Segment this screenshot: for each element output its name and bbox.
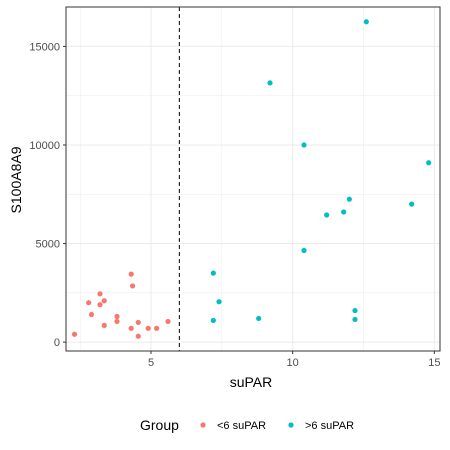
data-point-group-2 <box>352 307 358 314</box>
legend: Group <6 suPAR >6 suPAR <box>140 417 354 433</box>
data-point-group-2 <box>216 299 222 305</box>
data-point-group-1 <box>101 322 107 328</box>
y-tick-label: 5000 <box>36 239 60 251</box>
data-point-group-1 <box>114 313 120 320</box>
plot-panel-border <box>65 6 441 352</box>
y-axis-ticks: 0 5000 10000 15000 <box>29 41 66 349</box>
data-point-group-2 <box>409 201 415 207</box>
legend-title: Group <box>140 417 179 433</box>
legend-label-group-2: >6 suPAR <box>305 420 354 432</box>
data-point-group-1 <box>88 311 95 318</box>
data-point-group-1 <box>114 318 120 325</box>
x-tick-label: 10 <box>287 357 299 369</box>
y-tick-label: 10000 <box>29 140 60 152</box>
data-point-group-1 <box>165 318 171 325</box>
data-point-group-2 <box>210 270 216 276</box>
data-point-group-1 <box>129 283 136 289</box>
x-tick-label: 15 <box>428 357 440 369</box>
x-axis-ticks: 5 10 15 <box>148 351 440 369</box>
y-tick-label: 0 <box>54 337 60 349</box>
legend-label-group-1: <6 suPAR <box>217 420 266 432</box>
data-point-group-1 <box>71 331 78 337</box>
data-point-group-2 <box>363 19 369 25</box>
data-point-group-2 <box>301 142 307 148</box>
data-point-group-2 <box>301 247 307 254</box>
data-point-group-1 <box>135 333 141 339</box>
data-point-group-1 <box>128 325 134 331</box>
data-point-group-2 <box>210 317 216 324</box>
data-point-group-1 <box>97 302 103 308</box>
x-tick-label: 5 <box>148 357 154 369</box>
grid-lines <box>66 7 440 351</box>
data-point-group-2 <box>341 209 347 215</box>
data-points <box>71 19 432 339</box>
data-point-group-2 <box>352 316 358 323</box>
x-axis-title: suPAR <box>230 374 273 390</box>
legend-key-group-2 <box>288 422 294 428</box>
data-point-group-1 <box>135 319 141 326</box>
data-point-group-2 <box>256 315 262 322</box>
legend-key-group-1 <box>200 422 206 428</box>
y-axis-title: S100A8A9 <box>8 146 24 213</box>
data-point-group-2 <box>346 196 352 202</box>
data-point-group-1 <box>97 291 103 297</box>
data-point-group-1 <box>128 271 134 277</box>
data-point-group-1 <box>154 325 160 331</box>
data-point-group-1 <box>101 298 107 304</box>
y-tick-label: 15000 <box>29 41 60 53</box>
data-point-group-2 <box>324 212 330 218</box>
data-point-group-1 <box>145 325 151 331</box>
data-point-group-2 <box>267 80 273 86</box>
data-point-group-1 <box>86 300 92 306</box>
data-point-group-2 <box>426 160 432 166</box>
